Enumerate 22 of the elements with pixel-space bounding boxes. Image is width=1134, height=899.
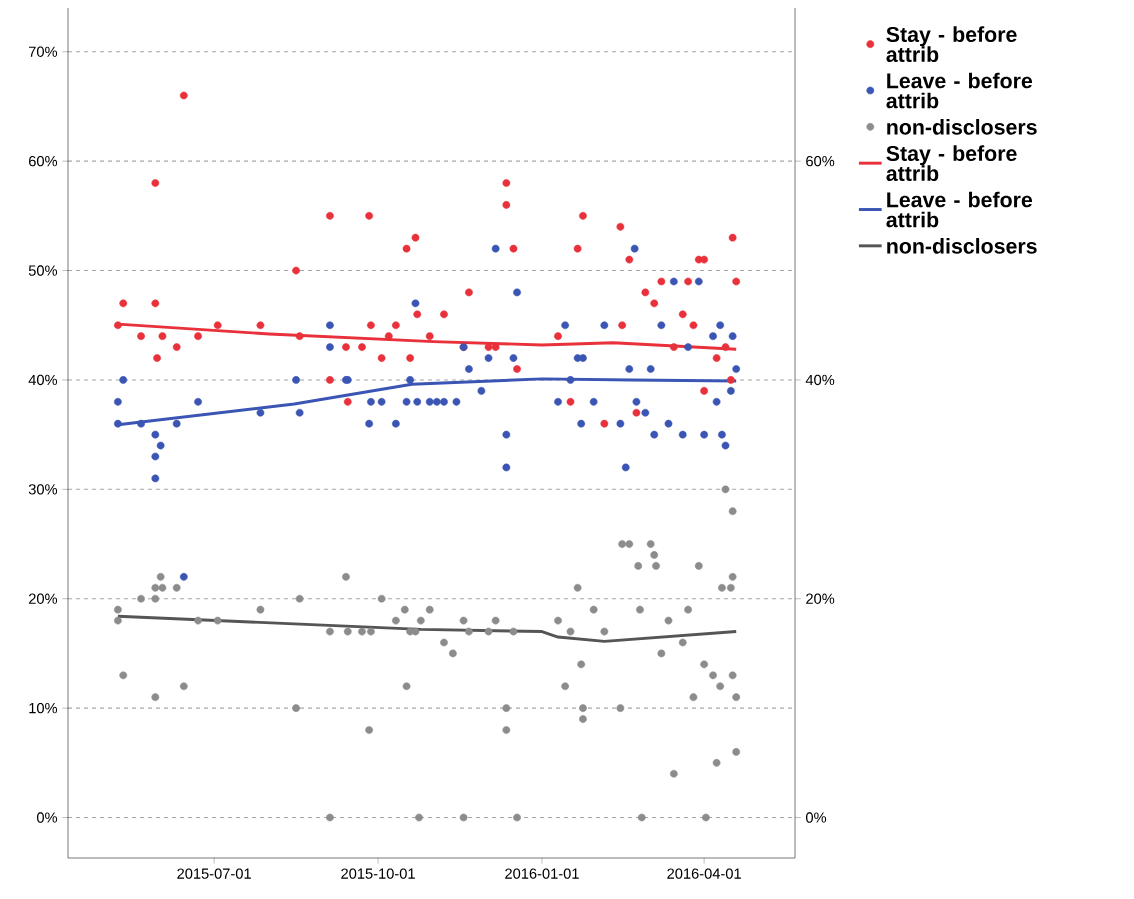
y-tick-label: 40% [28, 374, 58, 386]
y2-tick-label: 20% [806, 593, 835, 604]
legend-label: Leave - before attrib [886, 72, 1033, 109]
x-tick-label: 2016-01-01 [505, 868, 579, 879]
y-tick-label: 20% [28, 593, 58, 604]
y-tick-label: 50% [28, 265, 58, 276]
y-tick-label: 60% [29, 155, 58, 167]
legend-label: Stay - before attrib [886, 26, 1017, 63]
x-tick-label: 2015-07-01 [177, 868, 251, 879]
y-tick-label: 70% [29, 46, 58, 57]
x-tick-label: 2016-04-01 [667, 868, 741, 879]
y2-tick-label: 40% [805, 374, 835, 386]
legend-label: non-disclosers [887, 119, 1037, 135]
y2-tick-label: 0% [805, 812, 827, 823]
y2-tick-label: 60% [806, 155, 835, 167]
legend-label: Stay - before attrib [886, 145, 1017, 182]
y-tick-label: 0% [36, 812, 58, 823]
y-tick-label: 30% [28, 484, 58, 495]
x-tick-label: 2015-10-01 [341, 868, 415, 879]
legend-label: Leave - before attrib [886, 191, 1033, 228]
y-tick-label: 10% [29, 702, 58, 714]
legend-label: non-disclosers [887, 238, 1037, 254]
